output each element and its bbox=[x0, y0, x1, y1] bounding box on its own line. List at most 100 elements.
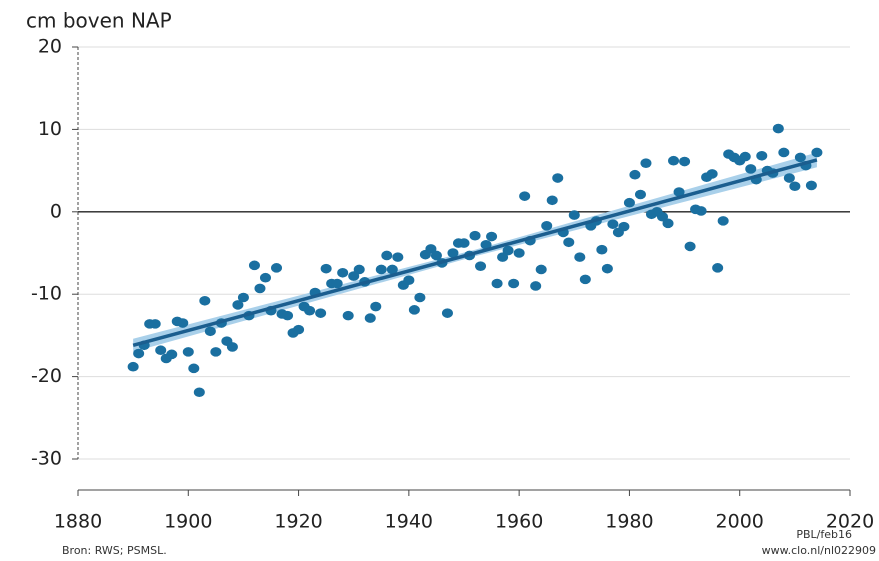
point bbox=[629, 169, 641, 180]
point bbox=[386, 264, 398, 275]
x-tick-label: 1940 bbox=[385, 511, 433, 533]
point bbox=[684, 241, 696, 252]
point bbox=[513, 248, 525, 258]
point bbox=[155, 345, 167, 356]
x-tick-label: 1880 bbox=[54, 511, 102, 533]
point bbox=[304, 305, 316, 316]
point bbox=[568, 210, 580, 220]
point bbox=[756, 150, 768, 161]
point bbox=[530, 281, 542, 291]
point bbox=[364, 313, 376, 323]
point bbox=[679, 156, 691, 167]
y-tick-label: 20 bbox=[38, 36, 62, 58]
point bbox=[199, 295, 211, 306]
point bbox=[337, 267, 349, 278]
point bbox=[375, 264, 387, 275]
point bbox=[508, 278, 520, 289]
point bbox=[739, 151, 751, 162]
y-tick-label: 10 bbox=[38, 118, 62, 140]
point bbox=[783, 173, 795, 183]
point bbox=[232, 300, 244, 310]
point bbox=[342, 310, 354, 321]
x-tick-label: 1920 bbox=[274, 511, 322, 533]
x-tick-label: 2020 bbox=[826, 511, 874, 533]
point bbox=[353, 264, 365, 275]
x-tick-label: 1980 bbox=[605, 511, 653, 533]
point bbox=[331, 278, 343, 289]
x-tick-label: 1900 bbox=[164, 511, 212, 533]
point bbox=[210, 347, 222, 357]
point bbox=[745, 164, 757, 174]
point bbox=[541, 221, 553, 231]
point bbox=[127, 361, 139, 372]
point bbox=[772, 123, 784, 134]
point bbox=[248, 260, 260, 271]
point bbox=[706, 169, 718, 179]
y-axis-title: cm boven NAP bbox=[26, 9, 172, 33]
point bbox=[166, 349, 178, 360]
point bbox=[497, 252, 509, 262]
point bbox=[657, 211, 669, 222]
point bbox=[579, 274, 591, 285]
point bbox=[133, 348, 145, 359]
x-tick-label: 1960 bbox=[495, 511, 543, 533]
point bbox=[519, 191, 531, 201]
point bbox=[695, 206, 707, 216]
y-tick-label: 0 bbox=[50, 200, 62, 222]
point bbox=[712, 263, 724, 273]
point bbox=[535, 264, 547, 275]
y-tick-label: -20 bbox=[31, 365, 62, 387]
y-tick-label: -10 bbox=[31, 283, 62, 305]
point bbox=[149, 319, 161, 329]
point bbox=[469, 230, 481, 241]
point bbox=[348, 271, 360, 281]
point bbox=[320, 263, 332, 274]
point bbox=[188, 363, 200, 374]
point bbox=[805, 180, 817, 191]
point bbox=[662, 218, 674, 229]
point bbox=[673, 187, 685, 197]
point bbox=[789, 181, 801, 192]
point bbox=[271, 263, 283, 273]
point bbox=[226, 342, 238, 352]
point bbox=[425, 244, 437, 254]
point bbox=[414, 292, 426, 303]
point bbox=[618, 221, 630, 232]
point bbox=[811, 147, 823, 158]
point bbox=[794, 152, 806, 163]
credit: PBL/feb16 bbox=[796, 528, 852, 541]
point bbox=[596, 244, 608, 255]
point bbox=[237, 292, 249, 303]
point bbox=[717, 216, 729, 226]
point bbox=[182, 347, 194, 357]
point bbox=[408, 305, 420, 315]
point bbox=[563, 237, 575, 248]
point bbox=[491, 278, 503, 289]
point bbox=[430, 250, 442, 261]
point bbox=[486, 231, 498, 242]
x-tick-label: 2000 bbox=[716, 511, 764, 533]
point bbox=[668, 155, 680, 166]
point bbox=[552, 173, 564, 183]
point bbox=[403, 275, 415, 285]
point bbox=[634, 189, 646, 200]
point bbox=[475, 261, 487, 271]
trend-line bbox=[132, 158, 818, 347]
point bbox=[778, 147, 790, 158]
point bbox=[293, 324, 305, 335]
point bbox=[254, 283, 266, 294]
point bbox=[502, 245, 514, 256]
point bbox=[546, 195, 558, 206]
point bbox=[392, 252, 404, 262]
point bbox=[607, 219, 619, 229]
point bbox=[204, 326, 216, 337]
point bbox=[640, 158, 652, 168]
url: www.clo.nl/nl022909 bbox=[762, 544, 876, 557]
point bbox=[282, 310, 294, 321]
point bbox=[370, 301, 382, 312]
point bbox=[574, 252, 586, 262]
point bbox=[458, 238, 470, 248]
point bbox=[259, 272, 271, 283]
point bbox=[623, 197, 635, 208]
